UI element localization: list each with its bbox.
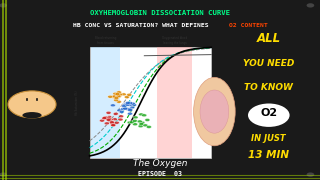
Circle shape [113, 92, 118, 95]
Circle shape [111, 123, 116, 126]
Circle shape [113, 112, 118, 115]
Circle shape [100, 119, 105, 122]
Circle shape [114, 121, 119, 124]
Circle shape [8, 91, 56, 118]
Circle shape [143, 124, 148, 127]
Text: HB CONC VS SATURATION? WHAT DEFINES: HB CONC VS SATURATION? WHAT DEFINES [73, 22, 209, 28]
Circle shape [108, 118, 113, 121]
Circle shape [122, 105, 127, 107]
Circle shape [248, 103, 290, 127]
Circle shape [127, 103, 132, 106]
Bar [91, 47, 120, 158]
Circle shape [123, 103, 128, 106]
Circle shape [121, 93, 126, 96]
FancyBboxPatch shape [90, 47, 211, 158]
Circle shape [106, 117, 111, 120]
Circle shape [108, 95, 113, 98]
Circle shape [132, 119, 137, 122]
Bar [157, 47, 192, 158]
Text: OXYHEMOGLOBIN DISSOCIATION CURVE: OXYHEMOGLOBIN DISSOCIATION CURVE [90, 10, 230, 16]
Circle shape [133, 116, 138, 119]
Text: O2 CONTENT: O2 CONTENT [228, 22, 268, 28]
Circle shape [114, 96, 119, 99]
Circle shape [140, 121, 145, 124]
Circle shape [129, 121, 134, 124]
Circle shape [110, 104, 116, 107]
Circle shape [146, 125, 151, 128]
Text: Blood returning
from tissues: Blood returning from tissues [95, 36, 116, 45]
Text: EPISODE  03: EPISODE 03 [138, 171, 182, 177]
Circle shape [102, 117, 107, 120]
Circle shape [117, 109, 122, 112]
Circle shape [128, 109, 133, 112]
Circle shape [137, 120, 142, 123]
Circle shape [116, 95, 121, 98]
Ellipse shape [194, 77, 235, 146]
Text: Oxygenated blood
leaving the lungs: Oxygenated blood leaving the lungs [162, 36, 187, 45]
Circle shape [116, 95, 122, 98]
Circle shape [130, 102, 135, 105]
Circle shape [127, 112, 132, 115]
Circle shape [116, 100, 122, 103]
Circle shape [104, 116, 109, 119]
Ellipse shape [22, 112, 42, 118]
Circle shape [125, 107, 130, 110]
Circle shape [127, 93, 132, 96]
Circle shape [106, 111, 111, 114]
Circle shape [142, 114, 147, 117]
Circle shape [118, 115, 124, 118]
Circle shape [118, 118, 123, 121]
Circle shape [107, 119, 112, 122]
Circle shape [132, 103, 137, 106]
Text: TO KNOW: TO KNOW [244, 83, 293, 92]
Text: O2: O2 [260, 107, 277, 118]
Circle shape [114, 99, 119, 102]
Ellipse shape [200, 90, 229, 133]
Circle shape [103, 116, 108, 119]
Circle shape [138, 125, 143, 128]
Text: 13 MIN: 13 MIN [248, 150, 289, 160]
Circle shape [307, 172, 314, 177]
Circle shape [139, 123, 144, 125]
Circle shape [107, 116, 112, 118]
Circle shape [307, 3, 314, 8]
Circle shape [119, 111, 124, 113]
Circle shape [0, 3, 7, 8]
Circle shape [111, 124, 116, 127]
Circle shape [139, 113, 144, 116]
Circle shape [128, 102, 133, 104]
Circle shape [115, 93, 120, 96]
Circle shape [125, 103, 130, 106]
Circle shape [125, 102, 130, 104]
Circle shape [112, 95, 117, 98]
Circle shape [109, 121, 115, 124]
Circle shape [121, 108, 126, 111]
Text: IN JUST: IN JUST [252, 134, 286, 143]
Circle shape [127, 108, 132, 111]
Circle shape [116, 91, 122, 94]
Text: ALL: ALL [257, 32, 281, 45]
Text: YOU NEED: YOU NEED [243, 59, 294, 68]
Circle shape [110, 122, 115, 125]
Circle shape [123, 107, 128, 110]
Circle shape [111, 96, 116, 98]
Circle shape [106, 118, 111, 121]
Circle shape [117, 93, 123, 96]
Circle shape [130, 106, 135, 109]
Circle shape [0, 172, 7, 177]
Text: PO₂: PO₂ [147, 166, 154, 170]
Circle shape [127, 121, 132, 124]
Circle shape [115, 93, 120, 96]
Circle shape [104, 122, 109, 125]
Circle shape [124, 96, 130, 98]
Circle shape [145, 118, 150, 121]
Circle shape [132, 123, 138, 126]
Text: The Oxygen: The Oxygen [133, 159, 187, 168]
Text: Hb Saturation (%): Hb Saturation (%) [75, 90, 79, 115]
Circle shape [112, 118, 117, 121]
